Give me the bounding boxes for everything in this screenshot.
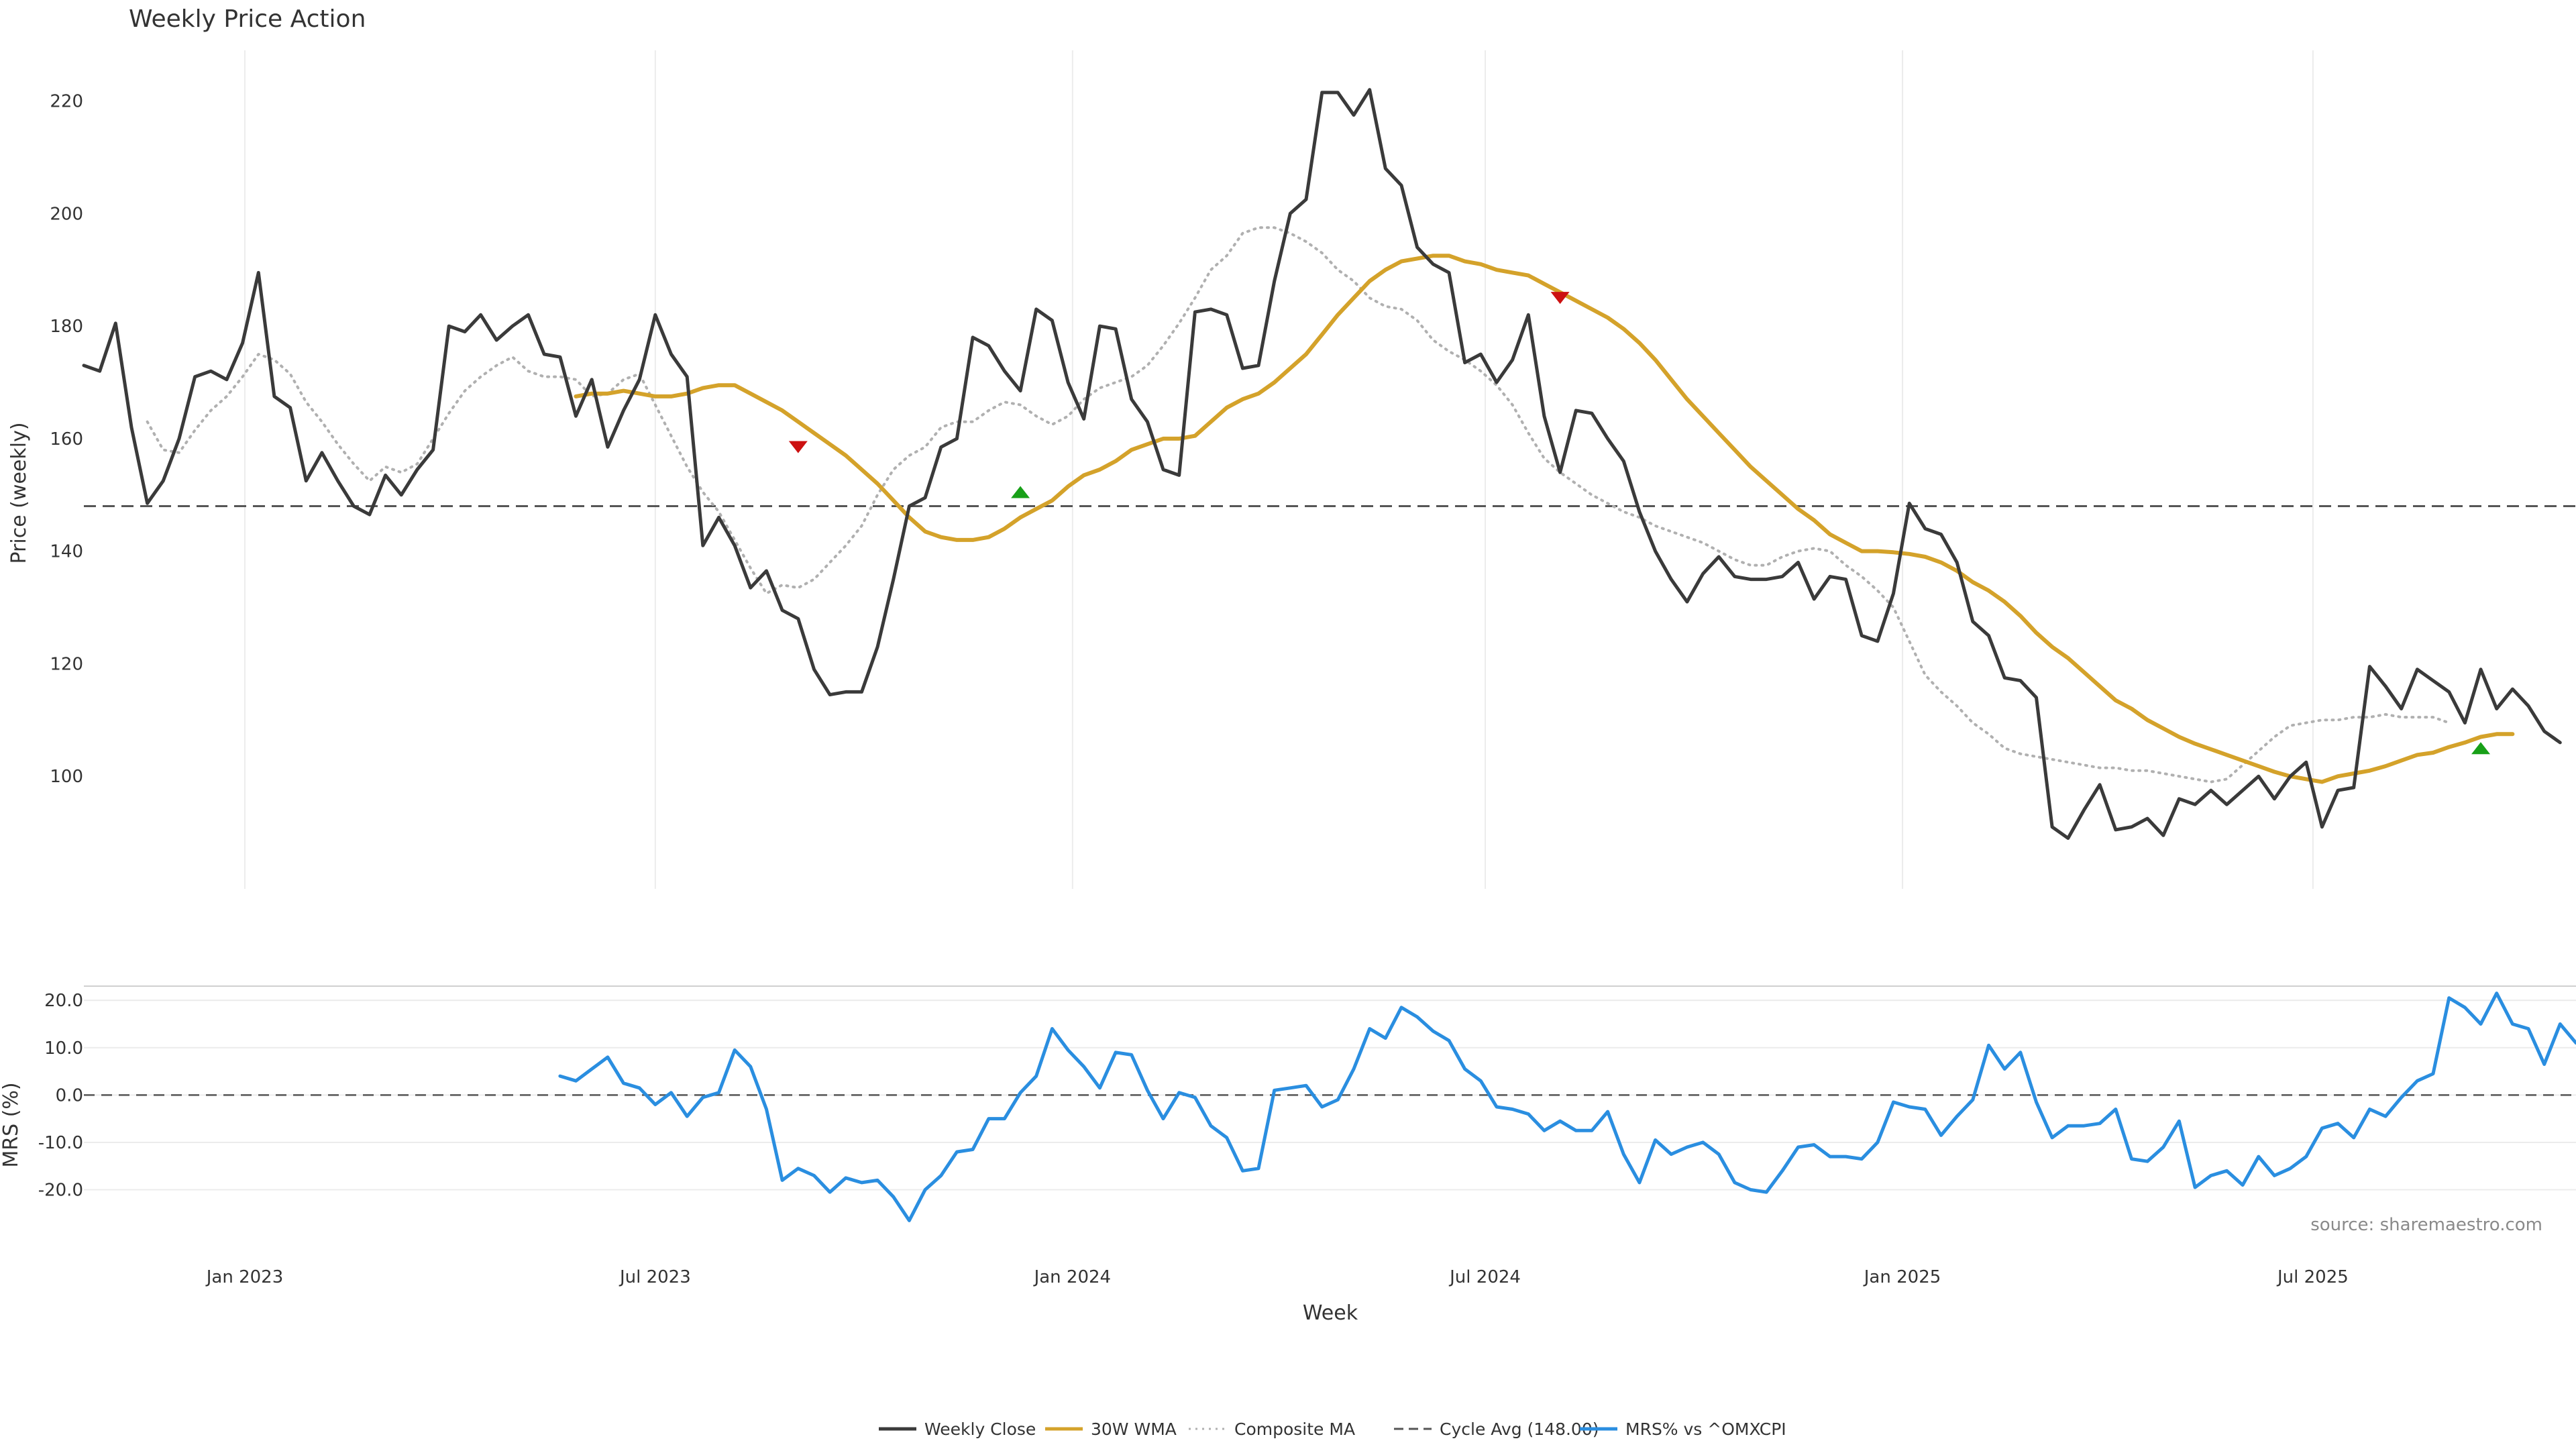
price-y-tick-label: 140: [50, 542, 83, 562]
x-tick-label: Jul 2023: [619, 1267, 691, 1287]
x-tick-label: Jan 2025: [1863, 1267, 1941, 1287]
x-axis-ticks: Jan 2023 Jul 2023 Jan 2024 Jul 2024 Jan 2025…: [205, 1267, 2349, 1287]
legend-label-weekly-close: Weekly Close: [924, 1419, 1036, 1439]
source-note: source: sharemaestro.com: [2310, 1215, 2542, 1235]
legend: Weekly Close 30W WMA Composite MA Cycle Avg…: [879, 1419, 1786, 1439]
price-y-axis-label: Price (weekly): [7, 422, 31, 564]
mrs-y-tick-label: 20.0: [44, 991, 83, 1011]
legend-label-30w-wma: 30W WMA: [1091, 1419, 1177, 1439]
composite-ma-line: [146, 226, 2451, 784]
buy-signal-marker: [2471, 742, 2491, 755]
signal-markers: [788, 292, 2491, 755]
price-y-ticks: 100 120 140 160 180 200 220: [50, 92, 83, 788]
chart-title: Weekly Price Action: [129, 5, 366, 33]
mrs-y-ticks: -20.0 -10.0 0.0 10.0 20.0: [38, 991, 83, 1200]
mrs-y-tick-label: 0.0: [56, 1085, 83, 1106]
mrs-y-tick-label: 10.0: [44, 1038, 83, 1059]
price-y-tick-label: 100: [50, 767, 83, 787]
price-panel: 100 120 140 160 180 200 220: [50, 50, 2576, 889]
price-x-gridlines: [244, 50, 2314, 889]
weekly-close-line: [82, 88, 2562, 840]
price-y-tick-label: 160: [50, 429, 83, 449]
30w-wma-line: [574, 254, 2515, 784]
x-tick-label: Jul 2025: [2276, 1267, 2349, 1287]
legend-label-composite-ma: Composite MA: [1234, 1419, 1355, 1439]
sell-signal-marker: [788, 441, 808, 453]
x-axis-label: Week: [1303, 1301, 1358, 1325]
mrs-y-axis-label: MRS (%): [0, 1082, 23, 1167]
price-y-tick-label: 220: [50, 92, 83, 112]
mrs-y-tick-label: -20.0: [38, 1181, 83, 1201]
x-tick-label: Jan 2023: [205, 1267, 284, 1287]
buy-signal-marker: [1011, 486, 1030, 498]
sell-signal-marker: [1550, 292, 1570, 305]
mrs-series-group: [558, 991, 2576, 1222]
price-y-tick-label: 200: [50, 204, 83, 224]
price-y-tick-label: 180: [50, 317, 83, 337]
legend-label-mrs-vs-omxcpi: MRS% vs ^OMXCPI: [1625, 1419, 1786, 1439]
price-y-tick-label: 120: [50, 654, 83, 674]
price-series-group: [82, 88, 2562, 840]
x-tick-label: Jul 2024: [1448, 1267, 1521, 1287]
mrs-panel: -20.0 -10.0 0.0 10.0 20.0: [38, 985, 2576, 1222]
legend-label-cycle-avg-148-00: Cycle Avg (148.00): [1440, 1419, 1599, 1439]
x-tick-label: Jan 2024: [1033, 1267, 1112, 1287]
mrs-line: [558, 991, 2576, 1222]
mrs-y-tick-label: -10.0: [38, 1133, 83, 1153]
